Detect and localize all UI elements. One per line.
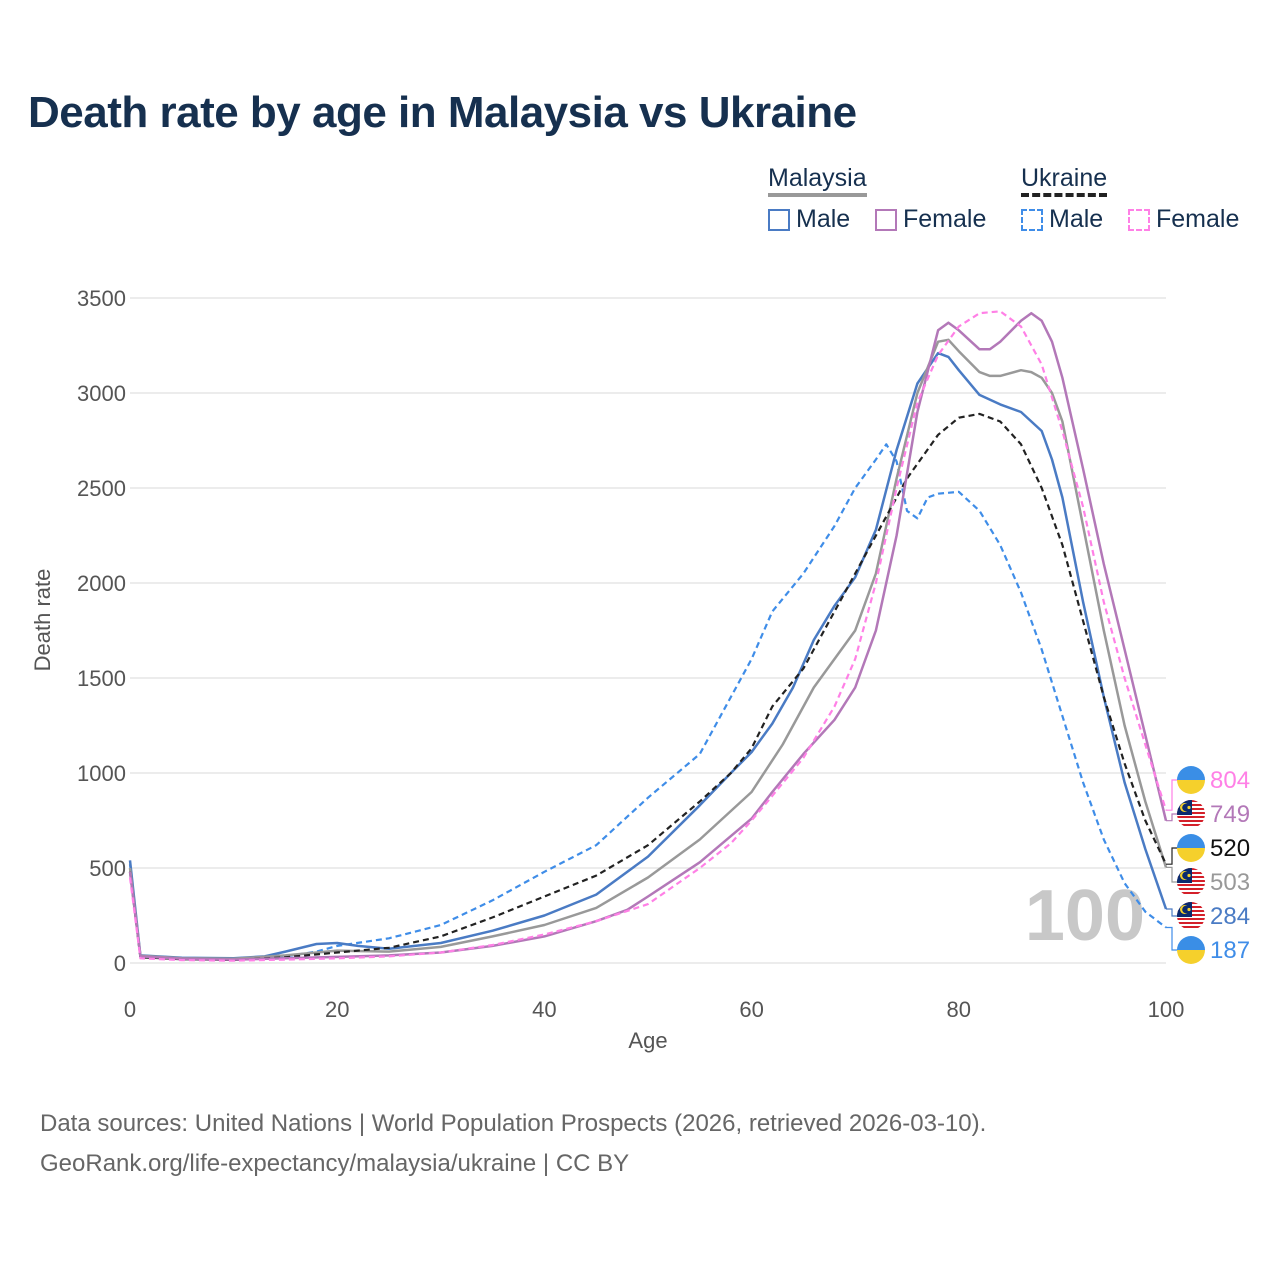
x-axis-title: Age — [628, 1028, 667, 1053]
y-axis-title: Death rate — [30, 569, 55, 672]
malaysia-female-swatch — [875, 208, 897, 231]
ukraine-flag-icon — [1177, 936, 1205, 964]
y-tick-label: 500 — [89, 856, 126, 881]
x-tick-label: 80 — [947, 997, 971, 1022]
legend-ukraine-title: Ukraine — [1021, 164, 1108, 197]
x-tick-label: 100 — [1148, 997, 1185, 1022]
footer-sources: Data sources: United Nations | World Pop… — [40, 1110, 987, 1137]
legend-ukraine-male[interactable]: Male — [1021, 205, 1103, 234]
malaysia-flag-icon — [1177, 868, 1205, 896]
end-label-connector — [1166, 908, 1178, 917]
footer-link[interactable]: GeoRank.org/life-expectancy/malaysia/ukr… — [40, 1150, 630, 1177]
series-lines — [128, 310, 1168, 962]
ukraine-female-swatch — [1128, 208, 1150, 231]
current-age-label: 100 — [1025, 876, 1145, 956]
series-line-malaysia-male — [128, 351, 1168, 960]
y-tick-label: 1000 — [77, 761, 126, 786]
end-label-ukraine-female: 804 — [1210, 767, 1250, 794]
legend-malaysia-male-label: Male — [796, 205, 851, 233]
malaysia-flag-icon — [1177, 902, 1205, 930]
y-tick-label: 2500 — [77, 476, 126, 501]
x-tick-label: 20 — [325, 997, 349, 1022]
gridlines — [130, 297, 1166, 964]
x-tick-label: 40 — [532, 997, 556, 1022]
x-tick-label: 60 — [739, 997, 763, 1022]
y-tick-label: 3000 — [77, 381, 126, 406]
x-tick-label: 0 — [124, 997, 136, 1022]
y-tick-label: 0 — [114, 951, 126, 976]
y-tick-label: 3500 — [77, 286, 126, 311]
ukraine-flag-icon — [1177, 766, 1205, 794]
end-label-connector — [1166, 866, 1178, 883]
chart-title: Death rate by age in Malaysia vs Ukraine — [28, 88, 857, 137]
end-label-malaysia-male: 284 — [1210, 903, 1250, 930]
end-labels: 804 749 520 503 284 187 — [1166, 766, 1250, 964]
series-line-ukraine-female — [128, 310, 1168, 962]
end-label-connector — [1166, 813, 1178, 822]
series-line-malaysia-female — [128, 311, 1168, 961]
end-label-malaysia-female: 749 — [1210, 801, 1250, 828]
end-label-connector — [1166, 926, 1178, 951]
legend-ukraine-male-label: Male — [1049, 205, 1104, 233]
series-line-ukraine-both — [128, 412, 1167, 962]
legend-ukraine-female[interactable]: Female — [1128, 205, 1239, 234]
series-line-ukraine-male — [128, 443, 1167, 961]
ukraine-male-swatch — [1021, 208, 1043, 231]
end-label-malaysia-both: 503 — [1210, 869, 1250, 896]
legend-malaysia-male[interactable]: Male — [768, 205, 850, 234]
ukraine-flag-icon — [1177, 834, 1205, 862]
footer: Data sources: United Nations | World Pop… — [40, 1104, 986, 1184]
end-label-ukraine-both: 520 — [1210, 835, 1250, 862]
malaysia-flag-icon — [1177, 800, 1205, 828]
end-label-connector — [1166, 779, 1178, 811]
x-axis-ticks: 0 20 40 60 80 100 — [124, 997, 1184, 1022]
y-tick-label: 2000 — [77, 571, 126, 596]
legend-malaysia-title: Malaysia — [768, 164, 867, 197]
y-tick-label: 1500 — [77, 666, 126, 691]
end-label-ukraine-male: 187 — [1210, 937, 1250, 964]
malaysia-male-swatch — [768, 208, 790, 231]
legend-malaysia-female[interactable]: Female — [875, 205, 986, 234]
y-axis-ticks: 0 500 1000 1500 2000 2500 3000 3500 — [77, 286, 126, 976]
series-line-malaysia-both — [128, 338, 1168, 961]
legend-malaysia-female-label: Female — [903, 205, 987, 233]
end-label-connector — [1166, 847, 1178, 865]
legend-ukraine-female-label: Female — [1156, 205, 1240, 233]
